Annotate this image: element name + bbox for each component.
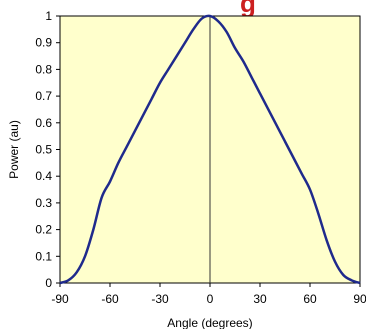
y-tick-label: 0.2 bbox=[35, 223, 52, 237]
y-axis-title: Power (au) bbox=[7, 120, 21, 179]
y-tick-label: 0.9 bbox=[35, 36, 52, 50]
x-tick-label: 30 bbox=[253, 292, 267, 306]
x-tick-label: -30 bbox=[151, 292, 169, 306]
x-tick-label: 90 bbox=[353, 292, 366, 306]
y-tick-label: 0.8 bbox=[35, 62, 52, 76]
power-series-line bbox=[59, 14, 361, 285]
x-tick-label: -60 bbox=[101, 292, 119, 306]
y-tick-label: 0.3 bbox=[35, 196, 52, 210]
y-tick-label: 0.6 bbox=[35, 116, 52, 130]
x-tick-label: -90 bbox=[51, 292, 69, 306]
y-tick-label: 0.4 bbox=[35, 169, 52, 183]
y-axis-ticks: 0 0.1 0.2 0.3 0.4 0.5 0.6 0.7 0.8 0.9 1 bbox=[35, 9, 60, 290]
x-tick-label: 0 bbox=[207, 292, 214, 306]
x-axis-ticks: -90 -60 -30 0 30 60 90 bbox=[51, 283, 366, 306]
x-axis-title: Angle (degrees) bbox=[167, 316, 252, 329]
y-tick-label: 0.5 bbox=[35, 143, 52, 157]
y-tick-label: 0.1 bbox=[35, 249, 52, 263]
x-tick-label: 60 bbox=[303, 292, 317, 306]
y-tick-label: 0 bbox=[45, 276, 52, 290]
chart-title-fragment: g bbox=[240, 0, 256, 18]
y-tick-label: 0.7 bbox=[35, 89, 52, 103]
y-tick-label: 1 bbox=[45, 9, 52, 23]
